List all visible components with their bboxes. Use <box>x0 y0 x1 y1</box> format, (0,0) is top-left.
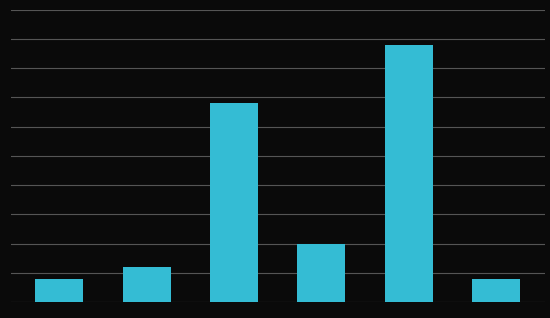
Bar <box>385 45 433 302</box>
Bar <box>123 267 170 302</box>
Bar <box>472 279 520 302</box>
Bar <box>210 103 258 302</box>
Bar <box>298 244 345 302</box>
Bar <box>35 279 83 302</box>
